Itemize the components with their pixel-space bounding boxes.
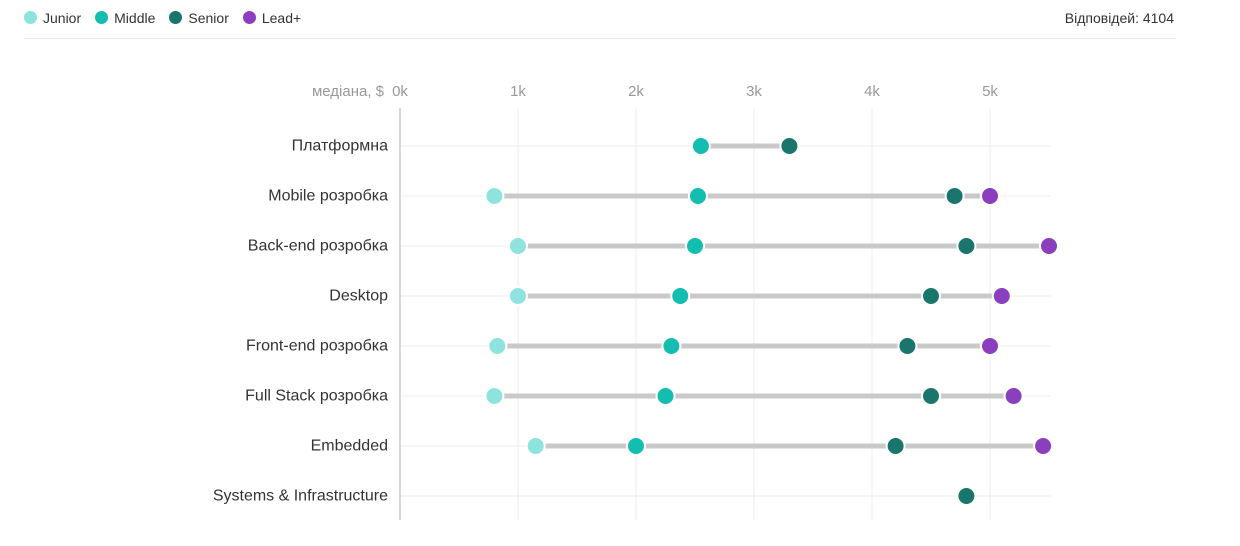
x-tick-label: 5k: [982, 83, 998, 100]
legend-item-junior[interactable]: Junior: [24, 10, 81, 26]
legend-label-middle: Middle: [114, 9, 156, 26]
dot-senior: [956, 486, 977, 506]
dot-junior: [525, 436, 546, 456]
x-tick-label: 3k: [746, 83, 762, 100]
dot-middle: [661, 336, 682, 356]
category-label: Front-end розробка: [246, 338, 388, 355]
dot-junior: [484, 186, 505, 206]
dot-senior: [921, 286, 941, 306]
dot-junior: [508, 286, 528, 306]
dot-lead: [1003, 386, 1024, 406]
x-axis-title: медіана, $: [312, 83, 385, 100]
x-axis: 0k 1k 2k 3k 4k 5k медіана, $: [312, 83, 998, 100]
dot-senior: [885, 436, 906, 456]
responses-count: Відповідей: 4104: [1064, 9, 1174, 26]
legend-label-junior: Junior: [43, 9, 82, 26]
range-lines: [491, 143, 1052, 449]
legend-item-lead[interactable]: Lead+: [242, 9, 302, 26]
dot-middle: [685, 236, 705, 256]
category-label: Full Stack розробка: [245, 388, 388, 405]
legend-swatch-lead: [242, 11, 256, 24]
category-label: Systems & Infrastructure: [213, 488, 388, 505]
dot-senior: [956, 236, 977, 256]
dot-lead: [980, 186, 1000, 206]
dot-lead: [980, 336, 1000, 356]
category-label: Desktop: [329, 288, 388, 305]
dot-middle: [670, 286, 691, 306]
dot-middle: [690, 136, 711, 156]
legend: Junior Middle Senior Lead+: [24, 10, 301, 26]
dot-junior: [487, 336, 508, 356]
legend-item-senior[interactable]: Senior: [169, 9, 229, 26]
dot-senior: [779, 136, 800, 156]
dot-junior: [484, 386, 505, 406]
dot-lead: [1039, 236, 1059, 256]
legend-item-middle[interactable]: Middle: [95, 10, 155, 26]
dot-senior: [944, 186, 965, 206]
dot-junior: [508, 236, 528, 256]
x-tick-label: 2k: [628, 83, 644, 100]
category-label: Embedded: [311, 438, 388, 455]
dot-lead: [991, 286, 1012, 306]
dots: [484, 136, 1059, 506]
legend-label-lead: Lead+: [261, 9, 302, 26]
dot-lead: [1033, 436, 1054, 456]
legend-label-senior: Senior: [188, 9, 229, 26]
category-labels: Платформна Mobile розробка Back-end розроб…: [213, 138, 388, 505]
dot-middle: [626, 436, 646, 456]
x-tick-label: 0k: [392, 83, 408, 100]
category-label: Back-end розробка: [248, 238, 388, 255]
chart-header: Junior Middle Senior Lead+ Відповідей: 4…: [24, 0, 1176, 39]
dot-middle: [655, 386, 676, 406]
grid-layer: [399, 108, 1051, 520]
dot-senior: [921, 386, 941, 406]
x-tick-label: 1k: [510, 83, 526, 100]
category-label: Mobile розробка: [268, 188, 388, 205]
category-label: Платформна: [292, 138, 389, 155]
legend-swatch-junior: [24, 11, 37, 24]
legend-swatch-senior: [169, 11, 183, 24]
x-tick-label: 4k: [864, 83, 880, 100]
dot-middle: [687, 186, 708, 206]
legend-swatch-middle: [95, 11, 109, 24]
dot-senior: [897, 336, 918, 356]
